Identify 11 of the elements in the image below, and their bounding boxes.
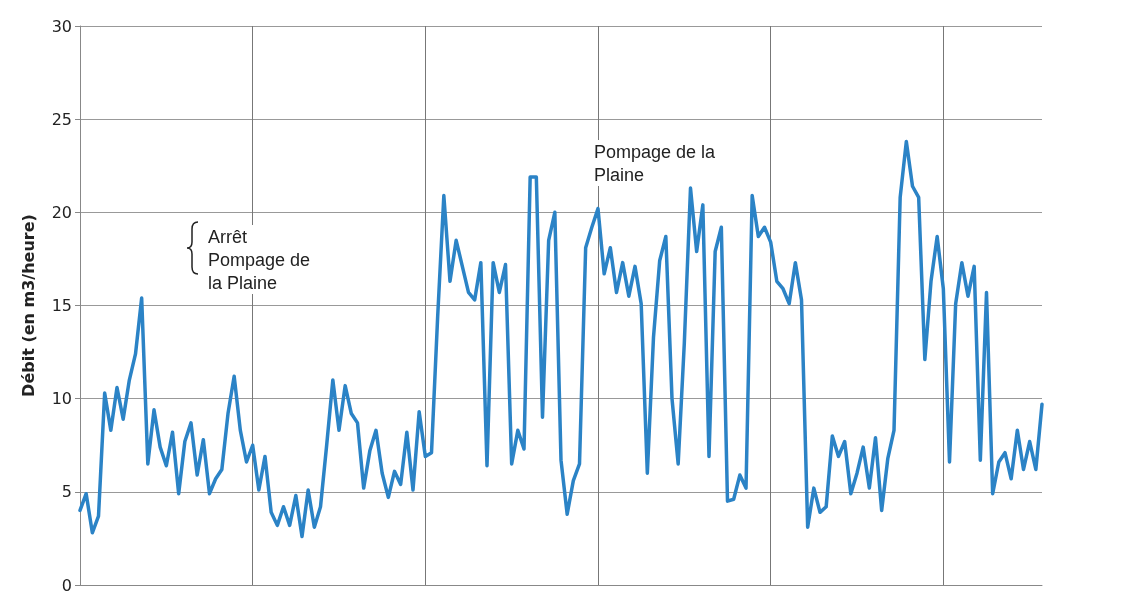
y-tick-label: 5 bbox=[61, 482, 72, 502]
annotation: Arrêt Pompage de la Plaine bbox=[208, 226, 316, 293]
y-tick-label: 10 bbox=[51, 389, 72, 409]
annotation: Pompage de la Plaine bbox=[594, 141, 721, 185]
line-series bbox=[78, 139, 1044, 539]
y-axis-title: Débit (en m3/heure) bbox=[18, 214, 38, 397]
y-tick-label: 0 bbox=[61, 575, 72, 595]
y-tick-label: 20 bbox=[51, 202, 72, 222]
y-tick-label: 30 bbox=[51, 16, 72, 36]
y-tick-label: 25 bbox=[51, 109, 72, 129]
y-tick-label: 15 bbox=[51, 296, 72, 315]
